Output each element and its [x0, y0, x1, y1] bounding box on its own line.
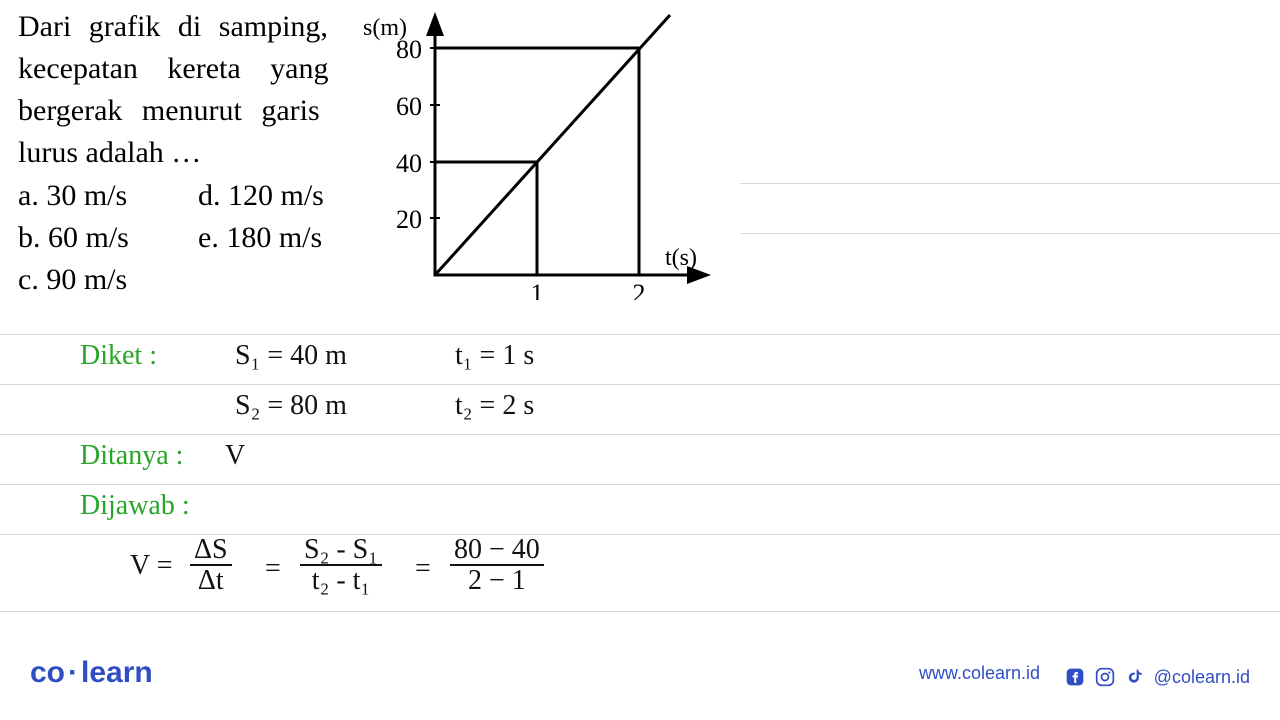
distance-time-chart: 20 40 60 80 1 2 s(m) t(s) — [360, 10, 740, 300]
footer: co·learn www.colearn.id @colearn.id — [0, 650, 1280, 690]
frac2-num: S₂ - S₁ — [300, 535, 382, 566]
eq-v: V = — [130, 550, 173, 582]
dijawab-label: Dijawab : — [80, 490, 190, 522]
footer-handle: @colearn.id — [1154, 667, 1250, 688]
footer-socials: @colearn.id — [1064, 666, 1250, 688]
facebook-icon — [1064, 666, 1086, 688]
option-b: b. 60 m/s — [18, 217, 198, 259]
question-line1: Dari grafik di samping, — [18, 6, 418, 48]
ditanya-label: Ditanya : — [80, 440, 183, 472]
eq2: = — [415, 553, 431, 585]
diket-label: Diket : — [80, 340, 157, 372]
option-e: e. 180 m/s — [198, 217, 378, 259]
frac-s2s1-t2t1: S₂ - S₁ t₂ - t₁ — [300, 535, 382, 596]
question-line4: lurus adalah … — [18, 132, 418, 174]
colearn-logo: co·learn — [30, 656, 153, 690]
x-axis-label: t(s) — [665, 245, 697, 271]
y-axis-label: s(m) — [363, 15, 407, 41]
instagram-icon — [1094, 666, 1116, 688]
frac1-num: ΔS — [190, 535, 232, 566]
t1-value: t₁ = 1 s — [455, 340, 534, 372]
answer-options: a. 30 m/s d. 120 m/s b. 60 m/s e. 180 m/… — [18, 175, 378, 301]
svg-text:2: 2 — [633, 279, 646, 300]
question-line3: bergerak menurut garis — [18, 90, 418, 132]
s2-value: S₂ = 80 m — [235, 390, 347, 422]
question-text: Dari grafik di samping, kecepatan kereta… — [18, 6, 418, 174]
t2-value: t₂ = 2 s — [455, 390, 534, 422]
svg-text:60: 60 — [396, 92, 422, 121]
eq1: = — [265, 553, 281, 585]
option-c: c. 90 m/s — [18, 259, 198, 301]
frac3-den: 2 − 1 — [450, 566, 544, 595]
logo-dot: · — [65, 656, 81, 689]
tiktok-icon — [1124, 666, 1146, 688]
logo-learn: learn — [81, 656, 153, 689]
frac3-num: 80 − 40 — [450, 535, 544, 566]
option-d: d. 120 m/s — [198, 175, 378, 217]
frac-ds-dt: ΔS Δt — [190, 535, 232, 596]
ditanya-v: V — [225, 440, 245, 472]
svg-text:1: 1 — [531, 279, 544, 300]
question-line2: kecepatan kereta yang — [18, 48, 418, 90]
option-a: a. 30 m/s — [18, 175, 198, 217]
s1-value: S₁ = 40 m — [235, 340, 347, 372]
frac2-den: t₂ - t₁ — [300, 566, 382, 595]
svg-text:40: 40 — [396, 149, 422, 178]
frac1-den: Δt — [190, 566, 232, 595]
svg-text:20: 20 — [396, 205, 422, 234]
logo-co: co — [30, 656, 65, 689]
frac-numbers: 80 − 40 2 − 1 — [450, 535, 544, 596]
footer-url: www.colearn.id — [919, 663, 1040, 684]
